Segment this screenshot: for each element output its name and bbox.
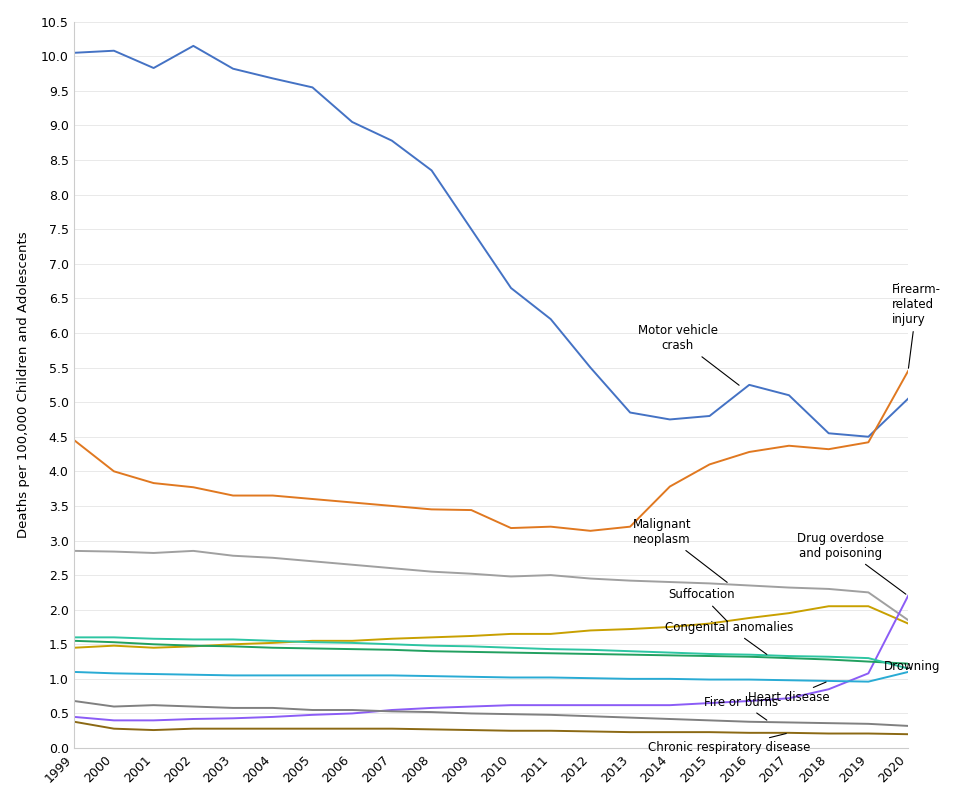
Text: Chronic respiratory disease: Chronic respiratory disease bbox=[648, 734, 810, 754]
Text: Drug overdose
and poisoning: Drug overdose and poisoning bbox=[797, 532, 906, 594]
Text: Drowning: Drowning bbox=[884, 660, 941, 673]
Text: Fire or burns: Fire or burns bbox=[705, 695, 779, 720]
Text: Malignant
neoplasm: Malignant neoplasm bbox=[633, 518, 728, 582]
Text: Motor vehicle
crash: Motor vehicle crash bbox=[637, 324, 739, 385]
Y-axis label: Deaths per 100,000 Children and Adolescents: Deaths per 100,000 Children and Adolesce… bbox=[16, 232, 30, 538]
Text: Firearm-
related
injury: Firearm- related injury bbox=[892, 283, 941, 368]
Text: Congenital anomalies: Congenital anomalies bbox=[665, 621, 794, 654]
Text: Heart disease: Heart disease bbox=[748, 682, 829, 704]
Text: Suffocation: Suffocation bbox=[668, 589, 735, 622]
